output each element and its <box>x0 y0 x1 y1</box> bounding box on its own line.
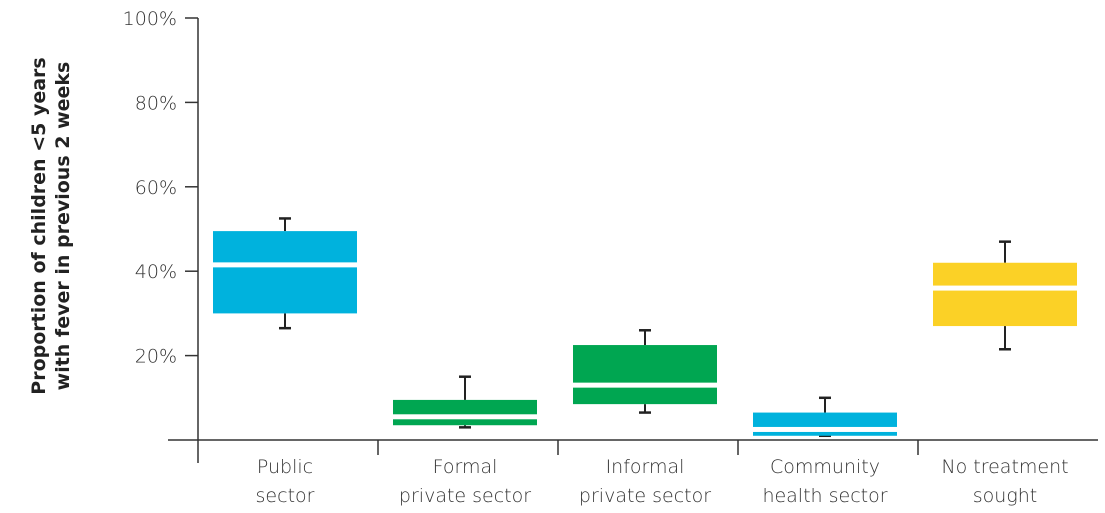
box-body <box>573 345 717 405</box>
box-3 <box>573 329 717 414</box>
box-body <box>933 262 1077 327</box>
median-line <box>213 262 357 268</box>
x-category-label: Community <box>770 456 880 478</box>
x-category-label: Public <box>257 456 313 478</box>
y-tick-label: 100% <box>123 8 177 30</box>
x-category-label: private sector <box>579 485 711 507</box>
median-line <box>933 285 1077 291</box>
x-category-label: sector <box>256 485 315 507</box>
x-category-label: private sector <box>399 485 531 507</box>
box-1 <box>213 217 357 330</box>
x-category-label: No treatment <box>941 456 1068 478</box>
median-line <box>393 414 537 420</box>
x-category-label: Formal <box>433 456 498 478</box>
y-tick-label: 40% <box>135 261 177 283</box>
box-5 <box>933 240 1077 351</box>
box-4 <box>753 396 897 438</box>
box-2 <box>393 375 537 429</box>
box-series <box>213 217 1077 438</box>
y-axis-title-line: with fever in previous 2 weeks <box>52 62 74 391</box>
y-tick-label: 60% <box>135 177 177 199</box>
median-line <box>753 426 897 432</box>
box-body <box>393 399 537 426</box>
y-axis: 100% 80% 60% 40% 20% <box>123 8 199 463</box>
box-body <box>753 412 897 436</box>
x-category-label: Informal <box>606 456 685 478</box>
y-tick-label: 20% <box>135 346 177 368</box>
y-tick-label: 80% <box>135 92 177 114</box>
x-category-label: sought <box>973 485 1037 507</box>
x-axis: Public sector Formal private sector Informal… <box>168 439 1098 507</box>
median-line <box>573 382 717 388</box>
box-body <box>213 231 357 314</box>
x-category-label: health sector <box>762 485 887 507</box>
y-axis-label: Proportion of children <5 years with feve… <box>28 57 74 394</box>
y-axis-title-line: Proportion of children <5 years <box>28 57 50 394</box>
